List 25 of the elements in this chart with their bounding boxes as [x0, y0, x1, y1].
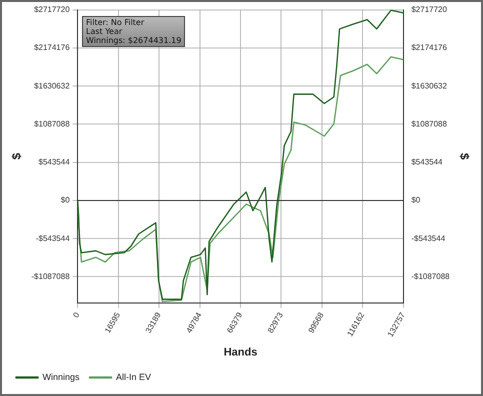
y-axis-title: $ — [10, 152, 24, 160]
y2-tick-label: $2174176 — [411, 43, 448, 52]
y-tick-label: $543544 — [38, 158, 70, 167]
y2-tick-label: $543544 — [411, 158, 444, 167]
annotation: Last Year — [86, 27, 124, 36]
y2-tick-label: $1630632 — [411, 81, 448, 90]
y-tick-label: $1087088 — [34, 119, 70, 128]
y2-tick-label: $1087088 — [411, 119, 448, 128]
y2-tick-label: $2717720 — [411, 5, 448, 14]
y2-tick-label: -$1087088 — [411, 272, 450, 281]
y-tick-label: $2174176 — [34, 43, 70, 52]
y2-tick-label: $0 — [411, 196, 421, 205]
y-tick-label: $2717720 — [34, 5, 70, 14]
annotation: Winnings: $2674431.19 — [86, 36, 182, 45]
y2-axis-title: $ — [457, 152, 472, 160]
x-tick-label: 0 — [71, 310, 82, 320]
legend-label: All-In EV — [116, 372, 152, 382]
y-tick-label: -$543544 — [36, 234, 70, 243]
y-tick-label: $1630632 — [34, 81, 70, 90]
y-tick-label: -$1087088 — [31, 272, 70, 281]
legend-label: Winnings — [42, 372, 80, 382]
x-axis-title: Hands — [224, 346, 258, 358]
y2-tick-label: -$543544 — [411, 234, 446, 243]
annotation: Filter: No Filter — [86, 18, 146, 27]
y-tick-label: $0 — [60, 196, 70, 205]
